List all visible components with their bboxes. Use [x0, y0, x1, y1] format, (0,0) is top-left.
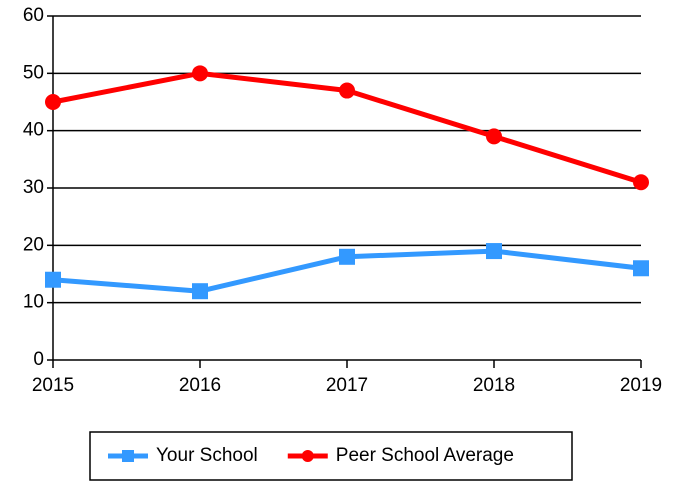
- legend-label: Your School: [156, 445, 258, 466]
- legend-label: Peer School Average: [336, 445, 514, 466]
- y-tick-label: 0: [33, 349, 44, 370]
- marker: [633, 174, 649, 191]
- marker: [45, 271, 61, 288]
- marker: [339, 248, 355, 265]
- marker: [192, 65, 208, 82]
- marker: [339, 82, 355, 99]
- marker: [192, 283, 208, 300]
- legend-marker: [122, 450, 134, 462]
- marker: [633, 260, 649, 277]
- y-tick-label: 30: [23, 177, 44, 198]
- x-tick-label: 2015: [32, 375, 74, 396]
- legend: [89, 431, 573, 481]
- x-tick-label: 2018: [473, 375, 515, 396]
- y-tick-label: 20: [23, 234, 44, 255]
- x-tick-label: 2017: [326, 375, 368, 396]
- marker: [486, 243, 502, 260]
- y-tick-label: 50: [23, 62, 44, 83]
- y-tick-label: 40: [23, 120, 44, 141]
- marker: [486, 128, 502, 145]
- legend-marker: [301, 450, 314, 462]
- y-tick-label: 10: [23, 292, 44, 313]
- y-tick-label: 60: [23, 5, 44, 26]
- marker: [45, 94, 61, 110]
- x-tick-label: 2016: [179, 375, 221, 396]
- x-tick-label: 2019: [620, 375, 662, 396]
